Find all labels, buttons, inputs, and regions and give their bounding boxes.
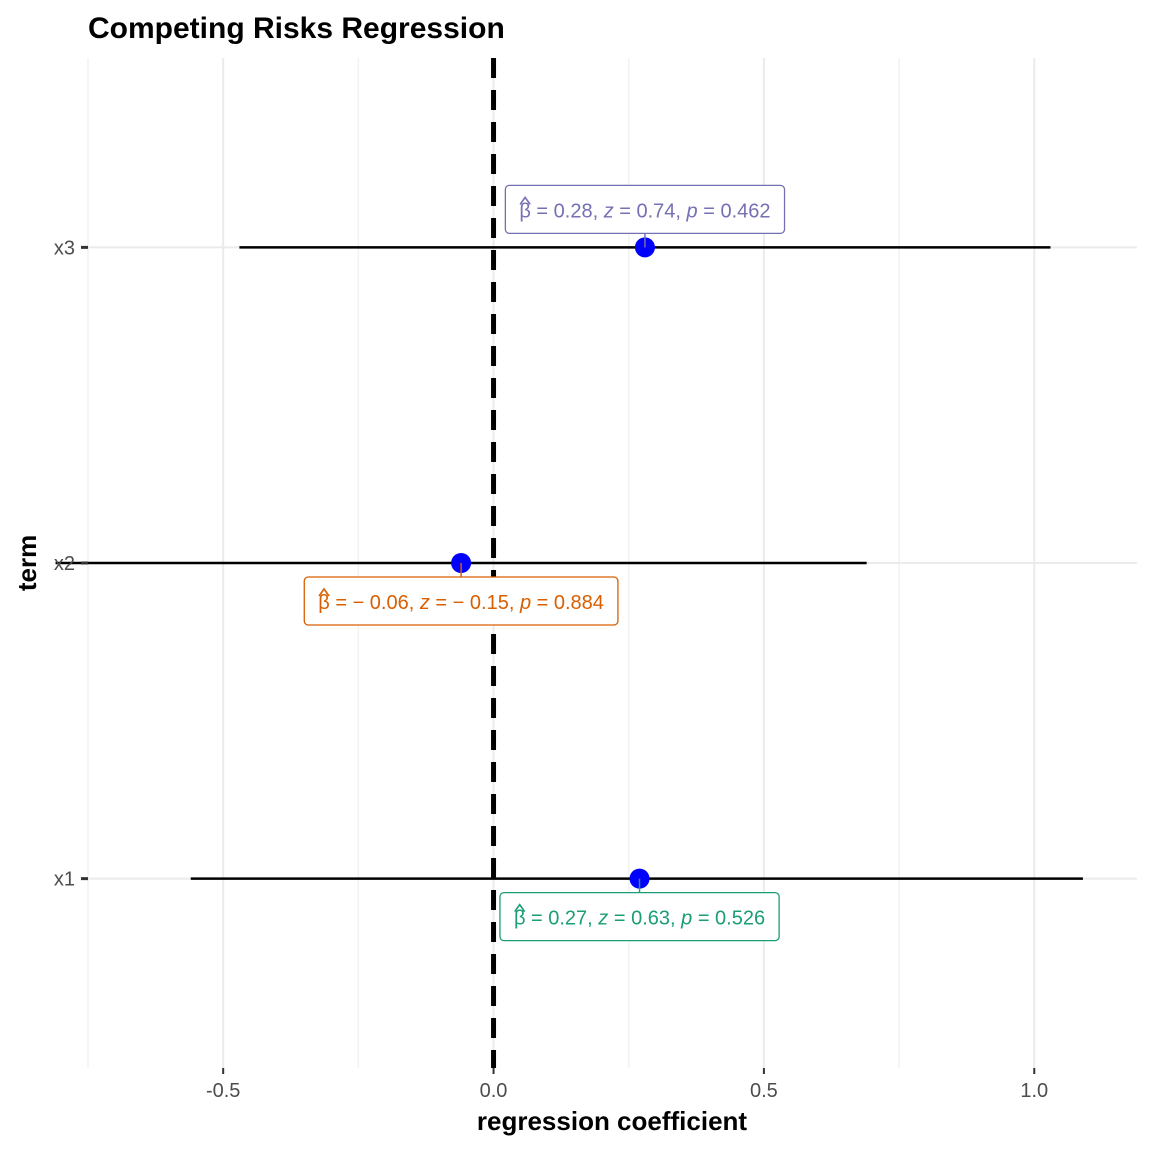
label-text-x1: β = 0.27, z = 0.63, p = 0.526: [514, 908, 765, 930]
label-text-x3: β = 0.28, z = 0.74, p = 0.462: [519, 200, 770, 222]
label-z-symbol: z: [419, 592, 430, 614]
label-beta-value: = 0.28,: [531, 200, 604, 222]
x-axis-title: regression coefficient: [477, 1106, 748, 1136]
y-axis-title: term: [12, 535, 42, 591]
label-x2: β = − 0.06, z = − 0.15, p = 0.884: [303, 563, 619, 626]
label-beta-symbol: β: [318, 592, 330, 614]
x-tick-label: -0.5: [206, 1080, 240, 1102]
y-tick-label-x2: x2: [54, 553, 75, 575]
label-beta-value: = − 0.06,: [330, 592, 420, 614]
label-beta-symbol: β: [519, 200, 531, 222]
label-p-symbol: p: [686, 200, 698, 222]
label-x3: β = 0.28, z = 0.74, p = 0.462: [504, 184, 786, 248]
label-x1: β = 0.27, z = 0.63, p = 0.526: [499, 878, 780, 942]
beta-hat-x1: [514, 903, 526, 913]
label-beta-value: = 0.27,: [525, 908, 598, 930]
label-text-x2: β = − 0.06, z = − 0.15, p = 0.884: [318, 592, 604, 614]
label-p-value: = 0.526: [692, 908, 765, 930]
label-p-value: = 0.462: [698, 200, 771, 222]
label-z-value: = 0.63,: [608, 908, 681, 930]
label-z-symbol: z: [603, 200, 614, 222]
label-p-value: = 0.884: [531, 592, 604, 614]
chart-title: Competing Risks Regression: [88, 12, 505, 45]
label-beta-symbol: β: [514, 908, 526, 930]
label-z-value: = 0.74,: [614, 200, 687, 222]
x-tick-label: 1.0: [1020, 1080, 1048, 1102]
x-tick-label: 0.0: [480, 1080, 508, 1102]
y-tick-label-x1: x1: [54, 869, 75, 891]
beta-hat-x3: [519, 195, 531, 205]
axis-ticks: -0.5 0.0 0.5 1.0 x3 x2 x1: [54, 237, 1048, 1102]
label-z-symbol: z: [597, 908, 608, 930]
beta-hat-x2: [318, 587, 330, 597]
label-p-symbol: p: [519, 592, 531, 614]
x-tick-label: 0.5: [750, 1080, 778, 1102]
y-tick-label-x3: x3: [54, 237, 75, 259]
label-p-symbol: p: [680, 908, 692, 930]
label-z-value: = − 0.15,: [430, 592, 520, 614]
